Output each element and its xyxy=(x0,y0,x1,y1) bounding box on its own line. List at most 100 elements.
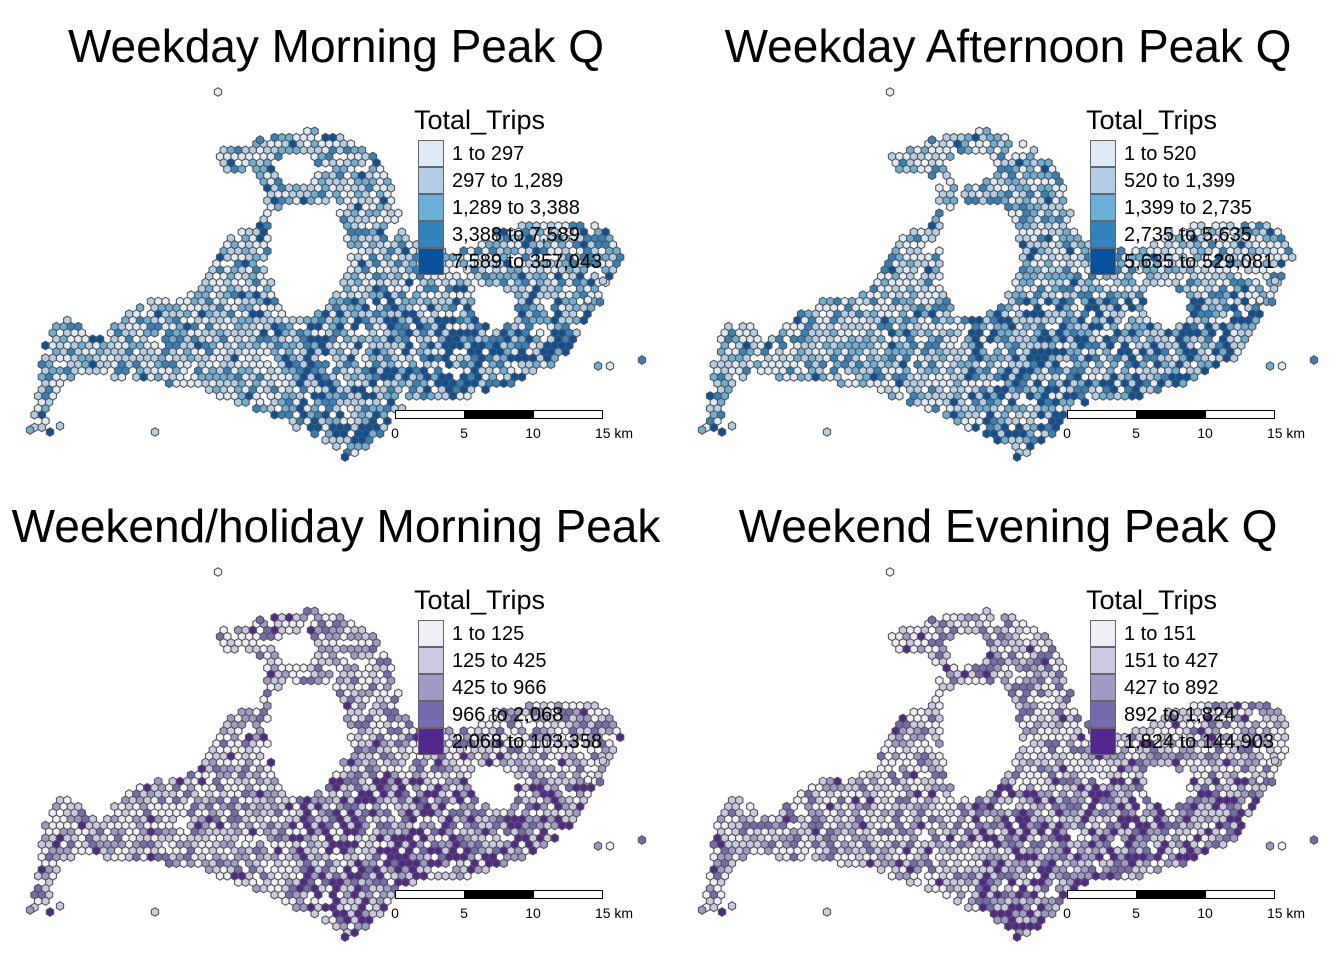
hexagon-cell xyxy=(946,202,955,212)
hexagon-cell xyxy=(335,195,345,206)
hexagon-cell xyxy=(499,378,508,389)
legend-swatch xyxy=(418,248,444,275)
hexagon-cell xyxy=(266,631,276,642)
hexagon-cell xyxy=(982,428,991,439)
scale-bar: 0 5 10 15 km xyxy=(391,890,633,930)
hexagon-cell xyxy=(37,422,47,433)
legend-item: 5,635 to 529,081 xyxy=(1086,248,1274,275)
hexagon-cell xyxy=(1127,391,1137,401)
hexagon-cell xyxy=(709,422,719,433)
hexagon-cell xyxy=(292,422,301,433)
hexagon-cell xyxy=(1189,372,1199,382)
hexagon-cell xyxy=(274,682,283,692)
hexagon-cell xyxy=(499,858,508,869)
hexagon-cell xyxy=(895,164,904,174)
hexagon-cell xyxy=(292,902,301,913)
hexagon-cell xyxy=(132,372,141,382)
hexagon-cell xyxy=(485,277,494,288)
hexagon-cell xyxy=(241,877,250,888)
hexagon-cell xyxy=(321,675,330,686)
hexagon-cell xyxy=(259,403,268,414)
hexagon-cell xyxy=(528,365,538,376)
hexagon-cell xyxy=(1080,397,1090,408)
hexagon-cell xyxy=(66,372,76,382)
hexagon-cell xyxy=(292,625,301,636)
hexagon-cell xyxy=(1171,378,1180,389)
legend-label: 520 to 1,399 xyxy=(1124,170,1236,192)
hexagon-cell xyxy=(1200,365,1210,376)
hexagon-grid xyxy=(697,87,1319,462)
hexagon-cell xyxy=(595,777,605,787)
hexagon-cell xyxy=(350,927,359,938)
hexagon-cell xyxy=(350,650,359,661)
hexagon-cell xyxy=(851,378,860,389)
hexagon-cell xyxy=(33,871,43,881)
legend-label: 1 to 125 xyxy=(452,623,525,645)
hexagon-cell xyxy=(583,295,593,305)
hexagon-cell xyxy=(550,833,559,843)
hexagon-cell xyxy=(1287,252,1297,263)
hexagon-cell xyxy=(862,296,871,307)
hexagon-cell xyxy=(971,195,980,206)
hexagon-cell xyxy=(826,372,835,382)
hexagon-cell xyxy=(557,820,567,831)
legend-item: 2,068 to 103,358 xyxy=(414,728,602,755)
hexagon-cell xyxy=(99,365,108,376)
hexagon-cell xyxy=(916,644,926,654)
hexagon-cell xyxy=(223,164,232,174)
hexagon-cell xyxy=(299,675,308,686)
hexagon-cell xyxy=(164,858,174,869)
hexagon-cell xyxy=(866,378,875,389)
hexagon-cell xyxy=(25,425,35,435)
scale-tick-label: 15 km xyxy=(1266,425,1306,441)
hexagon-cell xyxy=(448,795,458,806)
hexagon-cell xyxy=(335,145,345,156)
hexagon-cell xyxy=(434,858,443,869)
legend-swatch xyxy=(418,674,444,701)
legend-item: 7,589 to 357,043 xyxy=(414,248,602,275)
hexagon-cell xyxy=(916,328,926,338)
hexagon-cell xyxy=(550,820,559,831)
hexagon-cell xyxy=(927,135,937,145)
legend-item: 1 to 520 xyxy=(1086,140,1217,167)
hexagon-cell xyxy=(41,340,50,351)
hexagon-cell xyxy=(902,164,911,174)
hexagon-cell xyxy=(314,157,323,168)
hexagon-cell xyxy=(66,852,76,862)
hexagon-cell xyxy=(971,675,980,686)
hexagon-cell xyxy=(565,277,574,288)
panel-title: Weekday Afternoon Peak Q xyxy=(724,20,1292,72)
hexagon-cell xyxy=(332,921,341,932)
hexagon-cell xyxy=(1157,277,1166,288)
hexagon-cell xyxy=(299,902,308,913)
hexagon-cell xyxy=(314,675,323,686)
hexagon-cell xyxy=(1106,391,1115,401)
scale-segment xyxy=(1205,410,1275,419)
hexagon-cell xyxy=(448,391,458,401)
scale-tick-label: 0 xyxy=(391,905,399,921)
hexagon-cell xyxy=(408,877,418,888)
hexagon-cell xyxy=(1149,277,1159,288)
hexagon-cell xyxy=(154,372,163,382)
hexagon-cell xyxy=(1164,378,1173,389)
hexagon-cell xyxy=(213,567,223,577)
hexagon-cell xyxy=(455,391,465,401)
legend: Total_Trips 1 to 520 520 to 1,399 1,399 … xyxy=(1086,104,1274,275)
hexagon-cell xyxy=(310,908,319,919)
hexagon-cell xyxy=(1026,391,1035,401)
hexagon-cell xyxy=(1211,359,1220,370)
hexagon-cell xyxy=(593,841,603,851)
hexagon-cell xyxy=(964,422,973,433)
hexagon-cell xyxy=(405,391,414,401)
hexagon-cell xyxy=(1022,625,1031,636)
hexagon-cell xyxy=(59,852,68,862)
hexagon-cell xyxy=(598,756,608,766)
hexagon-cell xyxy=(1000,435,1009,445)
hexagon-cell xyxy=(412,391,421,401)
hexagon-cell xyxy=(321,915,330,925)
hexagon-cell xyxy=(583,775,593,785)
scale-tick-label: 15 km xyxy=(594,905,634,921)
hexagon-cell xyxy=(1022,447,1031,458)
legend-swatch xyxy=(418,194,444,221)
hexagon-cell xyxy=(84,365,94,376)
